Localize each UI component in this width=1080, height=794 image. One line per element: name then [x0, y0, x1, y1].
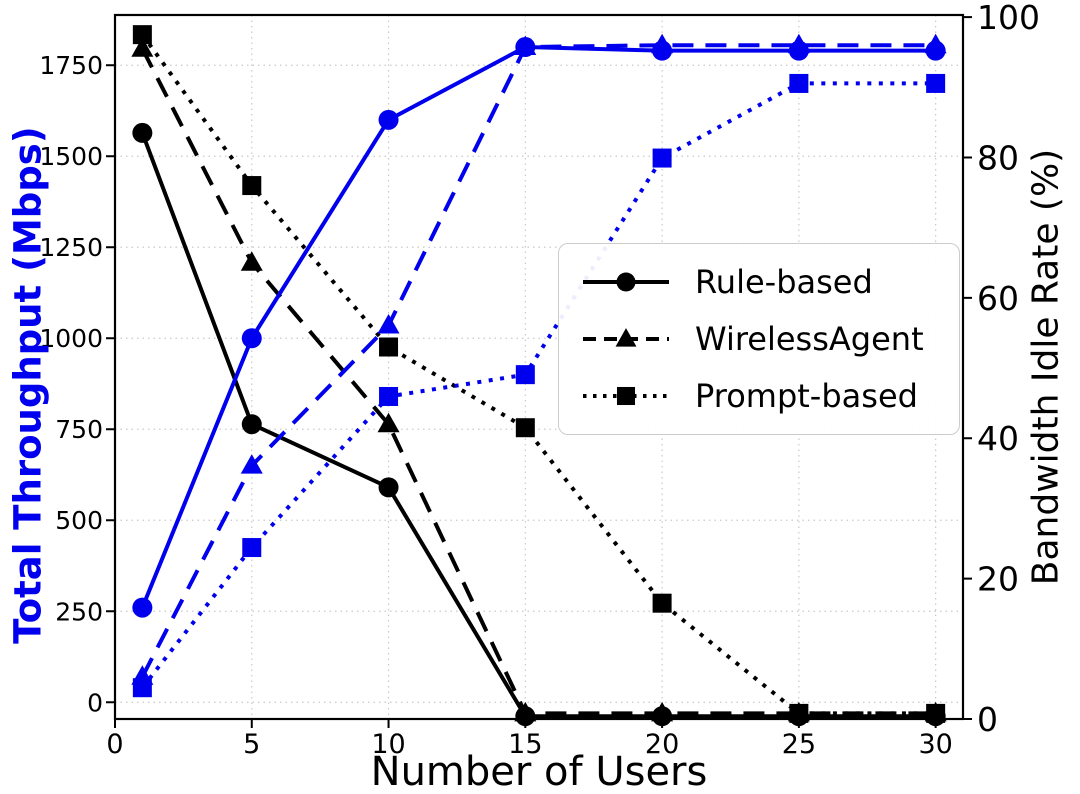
marker-triangle	[240, 251, 263, 271]
marker-square	[379, 337, 399, 357]
x-tick-label: 15	[508, 729, 542, 760]
marker-square	[515, 365, 535, 385]
marker-triangle	[131, 37, 154, 57]
marker-square	[242, 538, 262, 558]
y-right-tick-label: 20	[977, 560, 1019, 599]
x-axis-label: Number of Users	[370, 749, 708, 794]
series-prompt-based-right	[132, 25, 946, 723]
marker-triangle	[240, 454, 263, 474]
legend-swatch-square	[583, 386, 669, 406]
y-left-tick-label: 1250	[39, 233, 103, 262]
y-right-tick-label: 60	[977, 279, 1019, 318]
marker-square	[652, 148, 672, 168]
x-tick-label: 5	[243, 729, 260, 760]
x-tick-label: 30	[918, 729, 952, 760]
series-prompt-based-left	[132, 73, 946, 698]
marker-triangle	[651, 33, 674, 54]
y-left-tick-label: 1500	[39, 142, 103, 171]
marker-circle	[378, 109, 399, 130]
y-left-tick-label: 250	[55, 597, 103, 626]
y-left-tick-label: 1750	[39, 51, 103, 80]
y-right-tick-label: 100	[977, 0, 1040, 37]
marker-triangle	[377, 314, 400, 334]
marker-triangle	[514, 701, 537, 722]
y-axis-label-right: Bandwidth Idle Rate (%)	[1025, 148, 1067, 586]
y-right-tick-label: 80	[977, 138, 1019, 177]
marker-triangle	[787, 33, 810, 54]
marker-circle	[132, 597, 153, 618]
marker-square	[515, 418, 535, 438]
legend-swatch-triangle	[583, 328, 669, 347]
legend-item-wirelessagent: WirelessAgent	[581, 315, 959, 363]
plot-spines	[113, 13, 965, 721]
marker-square	[132, 25, 152, 45]
marker-triangle	[514, 35, 537, 56]
x-tick-label: 0	[106, 729, 123, 760]
marker-square	[132, 678, 152, 698]
marker-square	[652, 593, 672, 613]
y-right-tick-label: 0	[977, 700, 998, 739]
legend-item-label: Prompt-based	[695, 377, 918, 415]
y-left-tick-label: 500	[55, 506, 103, 535]
marker-circle	[132, 122, 153, 143]
legend-item-label: WirelessAgent	[695, 320, 924, 358]
y-left-tick-label: 750	[55, 415, 103, 444]
legend: Rule-based WirelessAgent Prompt-based	[558, 243, 960, 435]
marker-square	[379, 386, 399, 406]
x-tick-label: 20	[645, 729, 679, 760]
marker-circle	[378, 477, 399, 498]
marker-square	[926, 73, 946, 93]
y-axis-label-left: Total Throughput (Mbps)	[6, 126, 50, 644]
marker-triangle	[377, 412, 400, 433]
legend-item-label: Rule-based	[695, 263, 873, 301]
series-wirelessagent-left	[131, 33, 947, 685]
x-tick-label: 25	[782, 729, 816, 760]
marker-square	[616, 386, 636, 406]
marker-circle	[241, 414, 262, 435]
marker-triangle	[651, 701, 674, 722]
marker-triangle	[615, 328, 637, 347]
marker-square	[789, 73, 809, 93]
y-right-tick-label: 40	[977, 419, 1019, 458]
marker-circle	[241, 328, 262, 349]
marker-circle	[616, 272, 636, 292]
marker-triangle	[924, 33, 947, 54]
legend-item-prompt-based: Prompt-based	[581, 372, 959, 420]
x-tick-label: 10	[371, 729, 405, 760]
y-left-tick-label: 1000	[39, 324, 103, 353]
legend-swatch-circle	[583, 272, 669, 292]
y-left-tick-label: 0	[87, 688, 103, 717]
legend-item-rule-based: Rule-based	[581, 258, 959, 306]
marker-square	[242, 176, 262, 196]
